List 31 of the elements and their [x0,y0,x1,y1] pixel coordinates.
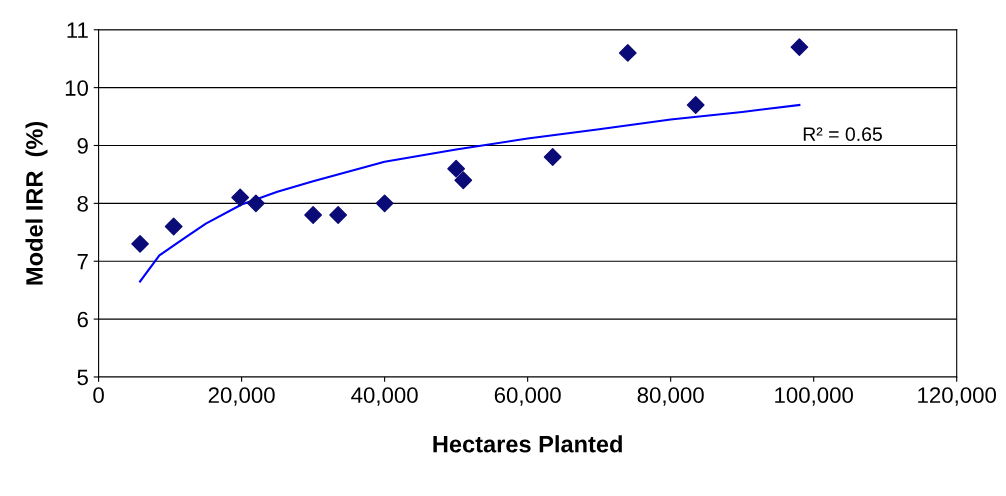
y-tick-label: 8 [77,195,88,212]
x-tick-label: 40,000 [351,387,418,406]
y-axis-title: Model IRR (%) [25,121,48,285]
x-axis-title: Hectares Planted [433,435,622,453]
point [375,194,394,213]
x-tick-label: 60,000 [494,387,561,406]
x-tick-label: 100,000 [775,387,853,406]
point [304,206,323,224]
x-tick-label: 0 [93,387,104,404]
y-tick-label: 11 [67,22,88,38]
point [231,188,250,207]
point [790,38,809,57]
y-tick-label: 10 [65,80,88,96]
x-tick-label: 120,000 [918,387,996,406]
y-tick-label: 5 [77,369,88,386]
y-tick-label: 7 [77,253,88,270]
y-tick-label: 9 [77,138,88,154]
point [543,148,562,166]
point [447,159,466,178]
point [246,194,265,213]
point [618,43,637,62]
annotation: R² = 0.65 [803,127,882,142]
point [329,206,348,224]
point [164,217,183,236]
point [454,171,473,190]
point [131,234,149,253]
y-tick-label: 6 [77,311,88,328]
x-tick-label: 20,000 [208,387,275,406]
point [686,96,705,114]
x-tick-label: 80,000 [637,387,704,406]
line-series [139,103,801,283]
